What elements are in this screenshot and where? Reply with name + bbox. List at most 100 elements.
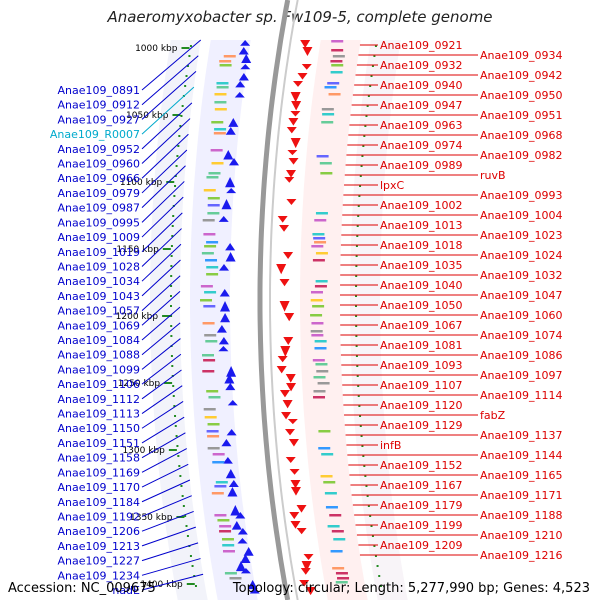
cog-block-right: [337, 577, 350, 580]
cog-block-left: [206, 273, 219, 276]
tick-dot: [184, 515, 187, 517]
reverse-gene-arrow: [290, 521, 301, 529]
cog-block-left: [205, 259, 218, 262]
gene-label-right: Anae109_1013: [380, 219, 463, 232]
gene-label-left: Anae109_0912: [58, 99, 141, 112]
cog-block-left: [211, 492, 224, 495]
cog-block-left: [223, 55, 236, 58]
gene-label-left: Anae109_1169: [58, 466, 141, 479]
forward-gene-arrow: [249, 587, 260, 594]
cog-block-right: [322, 113, 335, 116]
gene-label-right: Anae109_1018: [380, 239, 463, 252]
cog-block-left: [207, 435, 220, 438]
forward-gene-arrow: [240, 64, 251, 70]
gene-label-right: Anae109_1171: [480, 489, 563, 502]
forward-gene-arrow: [235, 81, 246, 88]
tick-dot: [365, 115, 368, 117]
tick-dot: [357, 385, 360, 387]
cog-block-right: [312, 259, 325, 262]
cog-block-right: [316, 155, 329, 158]
tick-dot: [355, 305, 358, 307]
gene-leader-left: [141, 558, 201, 576]
cog-block-right: [321, 108, 334, 111]
gene-leader-left: [141, 385, 183, 414]
forward-gene-arrow: [229, 158, 240, 166]
reverse-gene-arrow: [280, 346, 291, 357]
tick-dot: [189, 45, 192, 47]
cog-block-right: [331, 49, 344, 52]
cog-block-left: [215, 481, 228, 484]
forward-gene-arrow: [238, 73, 249, 81]
cog-block-right: [332, 55, 345, 58]
tick-dot: [355, 285, 358, 287]
forward-gene-arrow: [238, 47, 249, 55]
gene-leader-left: [141, 322, 181, 356]
tick-dot: [179, 475, 182, 477]
gene-label-left: Anae109_0987: [58, 202, 141, 215]
tick-dot: [374, 45, 377, 47]
cog-block-left: [200, 299, 213, 302]
gene-leader-left: [141, 432, 186, 459]
cog-block-left: [214, 128, 227, 131]
tick-dot: [361, 155, 364, 157]
reverse-gene-arrow: [289, 469, 300, 475]
gene-label-left: Anae109_1028: [58, 260, 141, 273]
gene-label-right: Anae109_1107: [380, 379, 463, 392]
cog-block-right: [324, 492, 337, 495]
tick-dot: [366, 105, 369, 107]
tick-dot: [178, 135, 181, 137]
genome-backbone: [257, 0, 291, 600]
reverse-gene-arrow: [279, 301, 290, 312]
gene-label-right: Anae109_1144: [480, 449, 563, 462]
tick-dot: [186, 65, 189, 67]
reverse-gene-arrow: [290, 138, 301, 149]
tick-dot: [174, 175, 177, 177]
tick-dot: [170, 285, 173, 287]
cog-block-right: [332, 567, 345, 570]
tick-dot: [356, 365, 359, 367]
gene-leader-left: [141, 118, 191, 164]
reverse-gene-arrow: [301, 64, 312, 70]
forward-gene-arrow: [235, 561, 246, 572]
forward-gene-arrow: [218, 216, 229, 222]
cog-block-right: [325, 506, 338, 509]
reverse-gene-arrow: [290, 92, 301, 103]
forward-gene-arrow: [243, 547, 254, 556]
tick-dot: [358, 195, 361, 197]
forward-gene-arrow: [221, 439, 232, 447]
gene-label-right: Anae109_1023: [480, 229, 563, 242]
gene-label-left: Anae109_1088: [58, 349, 141, 362]
gene-leader-left: [141, 526, 196, 547]
reverse-gene-arrow: [290, 487, 301, 496]
kbp-tick-label: 1250 kbp: [118, 379, 161, 389]
topology-text: Topology: circular; Length: 5,277,990 bp…: [232, 581, 590, 596]
reverse-gene-arrow: [284, 313, 295, 322]
gene-label-left: Anae109_1112: [58, 393, 141, 406]
tick-dot: [186, 535, 189, 537]
tick-dot: [180, 115, 183, 117]
tick-dot: [176, 445, 179, 447]
reverse-gene-arrow: [290, 480, 301, 489]
cog-block-left: [201, 252, 214, 255]
tick-dot: [361, 445, 364, 447]
gene-label-right: Anae109_1047: [480, 289, 563, 302]
tick-dot: [172, 385, 175, 387]
tick-dot: [171, 235, 174, 237]
tick-dot: [369, 85, 372, 87]
cog-block-right: [314, 347, 327, 350]
tick-dot: [181, 495, 184, 497]
gene-label-right: Anae109_0989: [380, 159, 463, 172]
tick-dot: [358, 405, 361, 407]
tick-dot: [370, 525, 373, 527]
cog-block-right: [314, 340, 327, 343]
reverse-gene-arrow: [283, 252, 294, 260]
cog-block-right: [315, 363, 328, 366]
cog-block-left: [214, 514, 227, 517]
gene-label-left: Anae109_0891: [58, 84, 141, 97]
reverse-gene-arrow: [289, 512, 300, 520]
cog-block-right: [316, 370, 329, 373]
gene-leader-left: [141, 291, 181, 326]
cog-block-left: [204, 416, 217, 419]
gene-label-right: Anae109_1179: [380, 499, 463, 512]
cog-block-left: [212, 453, 225, 456]
